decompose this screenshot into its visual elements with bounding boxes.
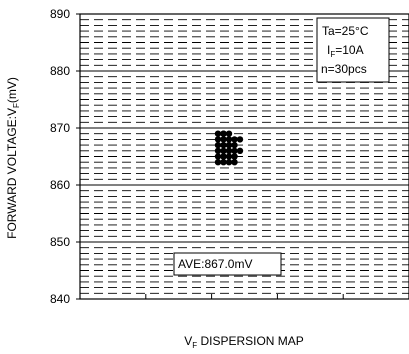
conditions-box: Ta=25°C IF=10A n=30pcs bbox=[316, 17, 390, 83]
data-point bbox=[231, 159, 238, 166]
data-point bbox=[231, 136, 238, 143]
data-point bbox=[214, 141, 222, 149]
data-point bbox=[220, 153, 227, 160]
condition-ta: Ta=25°C bbox=[322, 24, 369, 38]
data-point bbox=[225, 153, 233, 160]
data-point bbox=[225, 136, 233, 143]
data-point bbox=[220, 147, 227, 154]
x-ticks bbox=[145, 294, 344, 299]
data-points bbox=[214, 130, 244, 166]
data-point bbox=[225, 159, 233, 166]
condition-if: IF=10A bbox=[327, 43, 364, 59]
x-axis-label: VF DISPERSION MAP bbox=[184, 334, 304, 350]
average-label: AVE:867.0mV bbox=[178, 257, 252, 271]
data-point bbox=[214, 159, 222, 166]
y-ticks: 840 850 860 870 880 890 bbox=[50, 7, 80, 306]
y-tick-label: 860 bbox=[50, 178, 70, 192]
data-point bbox=[220, 130, 227, 137]
plot-frame bbox=[79, 13, 409, 300]
y-tick-label: 870 bbox=[50, 121, 70, 135]
y-tick-label: 840 bbox=[50, 292, 70, 306]
data-point bbox=[214, 147, 222, 154]
data-point bbox=[220, 136, 227, 143]
data-point bbox=[214, 130, 222, 137]
data-point bbox=[231, 153, 238, 160]
y-tick-label: 880 bbox=[50, 64, 70, 78]
data-point bbox=[225, 130, 233, 137]
data-point bbox=[225, 141, 233, 149]
data-point bbox=[214, 153, 222, 160]
y-tick-label: 850 bbox=[50, 235, 70, 249]
condition-n: n=30pcs bbox=[321, 62, 367, 76]
y-axis-label: FORWARD VOLTAGE:VF(mV) bbox=[5, 77, 21, 239]
data-point bbox=[236, 136, 244, 143]
data-point bbox=[236, 147, 244, 154]
data-point bbox=[220, 159, 227, 166]
data-point bbox=[231, 147, 238, 154]
y-tick-label: 890 bbox=[50, 7, 70, 21]
average-box: AVE:867.0mV bbox=[173, 252, 282, 276]
data-point bbox=[220, 141, 227, 149]
data-point bbox=[225, 147, 233, 154]
data-point bbox=[231, 141, 238, 149]
data-point bbox=[214, 136, 222, 143]
